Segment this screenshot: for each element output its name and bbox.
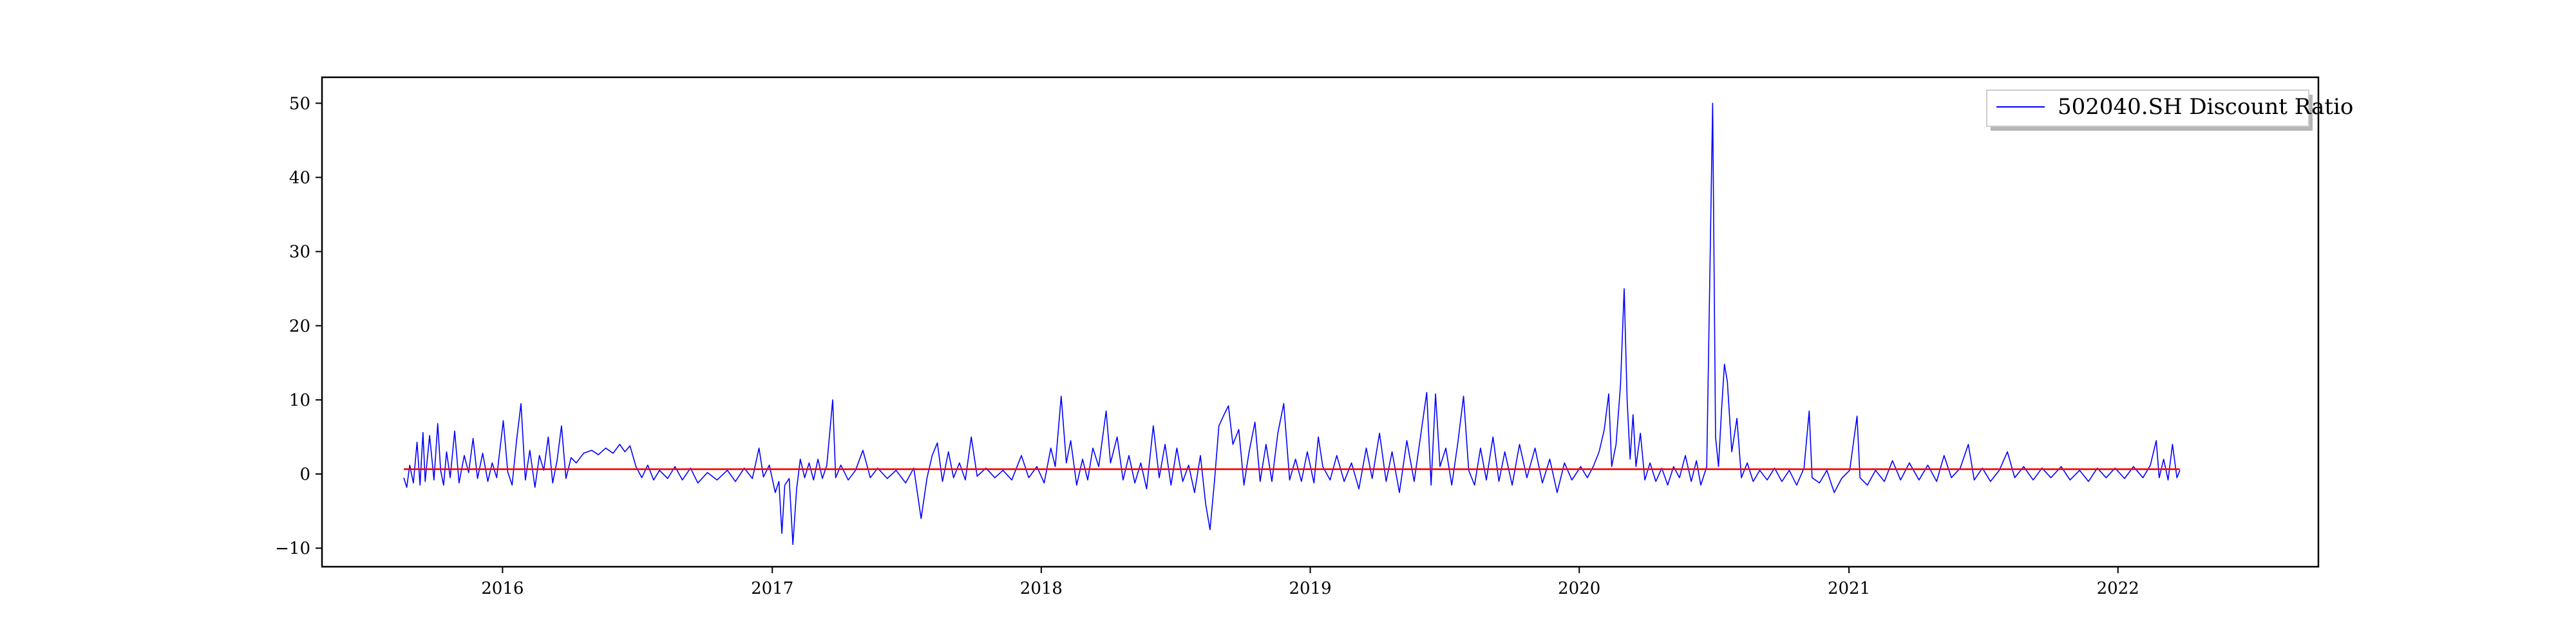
y-axis: −10 0 10 20 30 40 50: [275, 94, 322, 558]
x-axis: 2016 2017 2018 2019 2020 2021 2022: [481, 567, 2139, 598]
plot-area-frame: [321, 76, 2320, 568]
x-tick-label: 2017: [751, 579, 793, 598]
x-tick-label: 2020: [1558, 579, 1600, 598]
y-tick-label: 40: [289, 168, 310, 187]
legend-box: [1986, 90, 2309, 127]
y-tick-label: −10: [275, 539, 310, 558]
x-tick-label: 2019: [1289, 579, 1331, 598]
y-tick-label: 10: [289, 391, 310, 410]
series-layer: [403, 102, 2181, 545]
series-line-discount-ratio: [403, 102, 2181, 545]
legend: 502040.SH Discount Ratio: [1986, 90, 2353, 131]
x-tick-label: 2018: [1020, 579, 1063, 598]
y-tick-label: 50: [289, 94, 310, 113]
x-tick-label: 2022: [2097, 579, 2139, 598]
x-tick-label: 2016: [481, 579, 524, 598]
y-tick-label: 20: [289, 317, 310, 336]
y-tick-label: 0: [299, 465, 310, 484]
x-tick-label: 2021: [1828, 579, 1870, 598]
y-tick-label: 30: [289, 243, 310, 262]
legend-label: 502040.SH Discount Ratio: [2058, 94, 2353, 120]
